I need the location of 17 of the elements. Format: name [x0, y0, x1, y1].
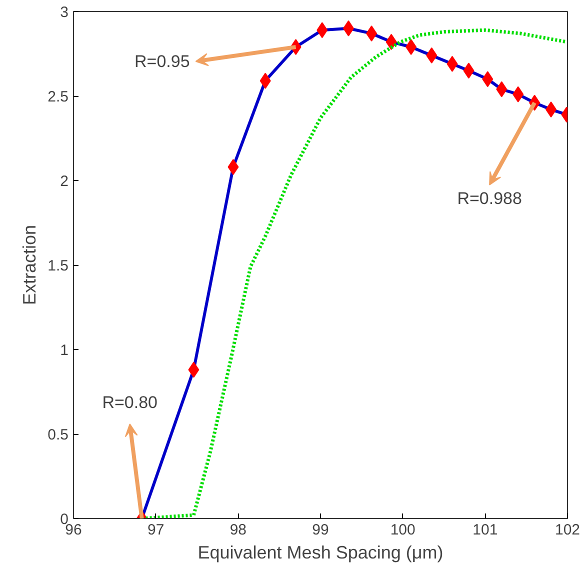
x-axis-title: Equivalent Mesh Spacing (μm): [198, 542, 444, 562]
x-tick-label: 97: [147, 522, 164, 538]
annotation: R=0.988: [457, 188, 522, 208]
y-tick-label: 2.5: [48, 88, 69, 106]
y-tick-label: 1.5: [48, 258, 69, 274]
x-tick-label: 101: [472, 522, 498, 538]
y-tick-label: 3: [60, 4, 68, 21]
x-tick-label: 102: [554, 522, 580, 538]
x-tick-label: 99: [312, 522, 329, 538]
y-tick-label: 2: [60, 173, 68, 190]
annotation: R=0.95: [134, 52, 190, 71]
annotation: R=0.80: [102, 393, 158, 412]
y-tick-label: 0.5: [48, 426, 69, 444]
y-axis-title: Extraction: [20, 224, 40, 306]
x-tick-label: 100: [390, 522, 416, 538]
y-tick-label: 1: [60, 342, 68, 359]
x-tick-label: 98: [230, 522, 247, 538]
